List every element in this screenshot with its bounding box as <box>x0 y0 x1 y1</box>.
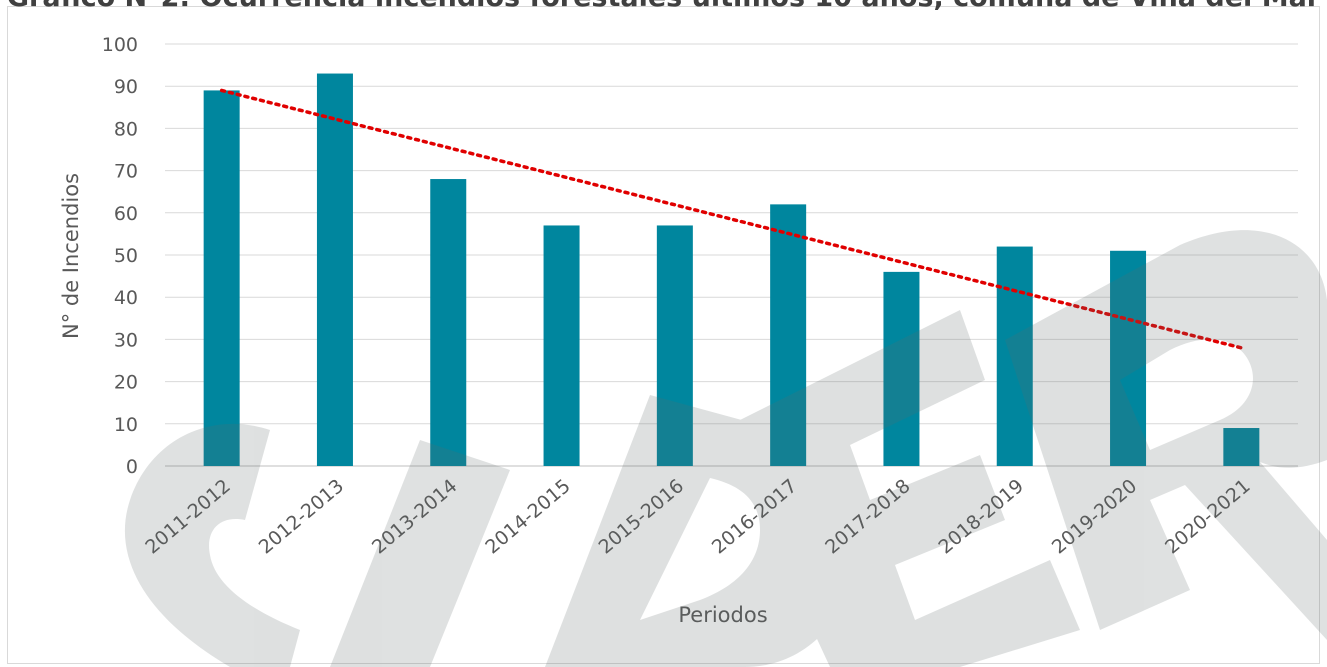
bar <box>1223 428 1260 466</box>
y-tick-label: 40 <box>114 287 138 309</box>
y-tick-label: 10 <box>114 414 138 436</box>
cider-watermark-logo <box>124 230 1327 667</box>
y-tick-label: 20 <box>114 372 138 394</box>
y-tick-label: 60 <box>114 203 138 225</box>
bar <box>203 90 240 467</box>
bar <box>770 204 807 467</box>
chart-frame <box>7 6 1320 664</box>
trendline-line <box>219 88 1244 350</box>
bar <box>543 225 580 466</box>
trendline <box>219 88 1244 350</box>
x-axis-label: Periodos <box>678 603 767 627</box>
bar <box>656 225 693 466</box>
x-tick-label: 2012-2013 <box>255 475 348 558</box>
y-tick-label: 80 <box>114 118 138 140</box>
bar <box>996 246 1033 466</box>
bar <box>1110 250 1147 466</box>
y-tick-label: 70 <box>114 161 138 183</box>
gridlines <box>165 43 1298 467</box>
y-tick-label: 0 <box>126 456 138 478</box>
bar <box>430 179 467 467</box>
y-tick-label: 30 <box>114 329 138 351</box>
chart-title: Gráfico N°2: Ocurrencia incendios forest… <box>0 0 1327 13</box>
y-tick-label: 50 <box>114 245 138 267</box>
bar <box>883 271 920 466</box>
y-axis-label: N° de Incendios <box>59 173 83 339</box>
bars <box>203 73 1260 467</box>
y-tick-label: 90 <box>114 76 138 98</box>
y-axis-ticks: 0 10 20 30 40 50 60 70 80 90 100 <box>102 34 138 478</box>
y-tick-label: 100 <box>102 34 138 56</box>
bar <box>316 73 353 466</box>
